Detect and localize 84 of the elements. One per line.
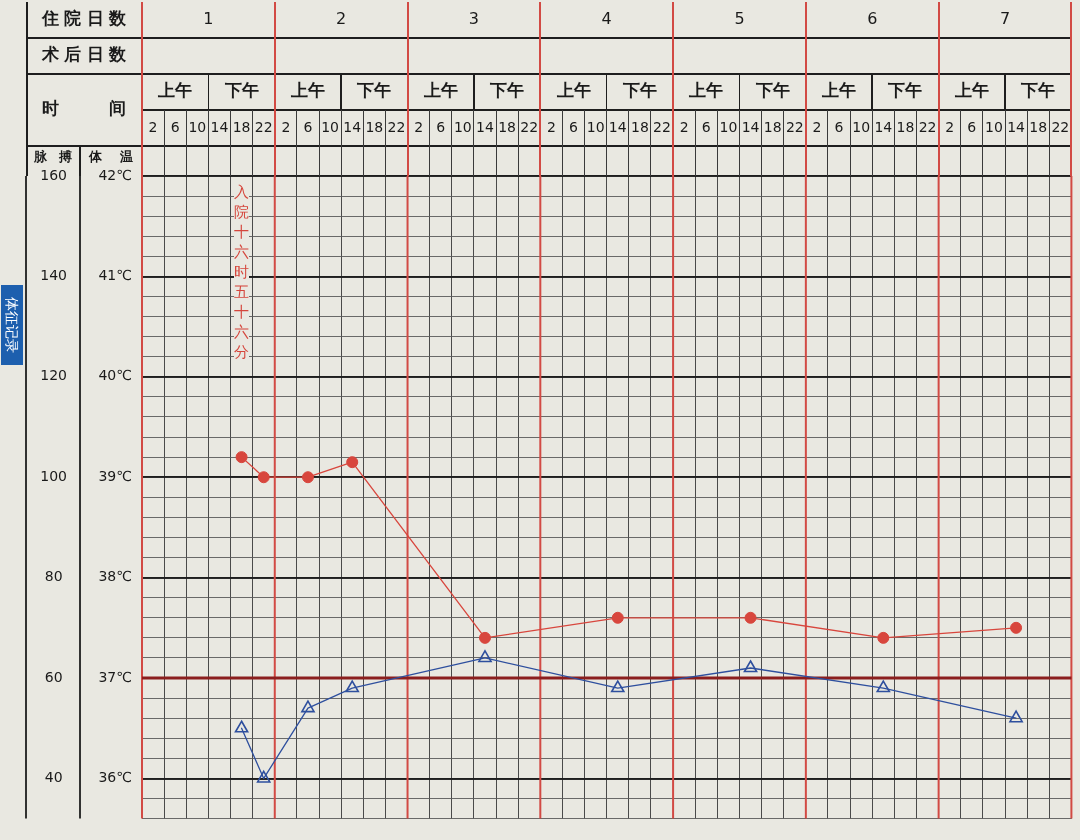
- x-tick-label: 14: [741, 118, 760, 135]
- text: 上午: [289, 80, 325, 101]
- x-tick-label: 6: [303, 118, 313, 135]
- text: 术后日数: [41, 44, 131, 65]
- text: 2: [336, 9, 347, 29]
- x-tick-label: 18: [763, 118, 782, 135]
- y2-tick-label: 37℃: [98, 668, 132, 685]
- x-tick-label: 22: [520, 118, 539, 135]
- text: 下午: [887, 80, 923, 101]
- x-tick-label: 14: [210, 118, 229, 135]
- x-tick-label: 14: [874, 118, 893, 135]
- text: 下午: [1020, 80, 1056, 101]
- text: 3: [468, 9, 480, 29]
- x-tick-label: 22: [785, 118, 804, 135]
- y2-tick-label: 41℃: [98, 267, 132, 284]
- text: 上午: [157, 80, 193, 101]
- x-tick-label: 14: [343, 118, 362, 135]
- text: 入院十六时五十六分: [234, 183, 250, 361]
- y-tick-label: 120: [40, 367, 68, 384]
- text: 1: [203, 9, 214, 29]
- x-tick-label: 6: [170, 118, 180, 135]
- y-tick-label: 140: [40, 267, 68, 284]
- text: 上午: [688, 80, 724, 101]
- x-tick-label: 6: [834, 118, 844, 135]
- y-axis-title: 脉搏: [32, 149, 86, 165]
- x-tick-label: 10: [586, 118, 605, 135]
- x-tick-label: 18: [630, 118, 649, 135]
- x-tick-label: 18: [1029, 118, 1048, 135]
- x-tick-label: 22: [254, 118, 273, 135]
- text: 下午: [489, 80, 525, 101]
- x-tick-label: 6: [967, 118, 977, 135]
- y2-axis-title: 体温: [87, 149, 152, 165]
- y2-tick-label: 38℃: [98, 568, 132, 585]
- text: 5: [734, 9, 745, 29]
- x-tick-label: 10: [985, 118, 1003, 135]
- text: 4: [601, 9, 612, 29]
- text: 上午: [953, 80, 989, 101]
- x-tick-label: 10: [453, 118, 472, 135]
- x-tick-label: 2: [414, 118, 424, 135]
- y2-tick-label: 36℃: [98, 769, 132, 786]
- text: 下午: [356, 80, 392, 101]
- x-tick-label: 2: [945, 118, 955, 135]
- x-tick-label: 2: [679, 118, 689, 135]
- y-tick-label: 160: [40, 166, 68, 183]
- text: 下午: [223, 80, 259, 101]
- text: 住院日数: [41, 8, 131, 29]
- text: 下午: [621, 80, 657, 101]
- text: 7: [999, 9, 1011, 29]
- x-tick-label: 22: [1051, 118, 1070, 135]
- x-tick-label: 22: [918, 118, 937, 135]
- x-tick-label: 2: [148, 118, 158, 135]
- x-tick-label: 2: [281, 118, 291, 135]
- text: 上午: [555, 80, 591, 101]
- x-tick-label: 2: [546, 118, 556, 135]
- y-tick-label: 100: [40, 467, 68, 484]
- x-tick-label: 10: [321, 118, 340, 135]
- x-tick-label: 10: [719, 118, 738, 135]
- x-tick-label: 22: [387, 118, 406, 135]
- x-tick-label: 18: [365, 118, 384, 135]
- y2-tick-label: 39℃: [98, 467, 132, 484]
- text: 上午: [821, 80, 857, 101]
- side-tab: 体征记录: [1, 285, 23, 366]
- x-tick-label: 6: [701, 118, 711, 135]
- y2-tick-label: 40℃: [98, 367, 132, 384]
- x-axis-title: 时间: [42, 98, 176, 119]
- x-tick-label: 6: [436, 118, 446, 135]
- text: 6: [867, 9, 878, 29]
- text: 下午: [754, 80, 790, 101]
- y-tick-label: 80: [44, 568, 63, 585]
- x-tick-label: 14: [608, 118, 627, 135]
- x-tick-label: 6: [569, 118, 579, 135]
- x-tick-label: 14: [1007, 118, 1026, 135]
- y-tick-label: 40: [44, 769, 63, 786]
- y-tick-label: 60: [44, 668, 63, 685]
- x-tick-label: 10: [188, 118, 207, 135]
- x-tick-label: 18: [232, 118, 251, 135]
- x-tick-label: 18: [896, 118, 915, 135]
- text: 上午: [422, 80, 458, 101]
- x-tick-label: 14: [476, 118, 494, 135]
- x-tick-label: 10: [852, 118, 871, 135]
- y2-tick-label: 42℃: [98, 166, 132, 183]
- x-tick-label: 18: [498, 118, 517, 135]
- x-tick-label: 22: [653, 118, 671, 135]
- x-tick-label: 2: [812, 118, 822, 135]
